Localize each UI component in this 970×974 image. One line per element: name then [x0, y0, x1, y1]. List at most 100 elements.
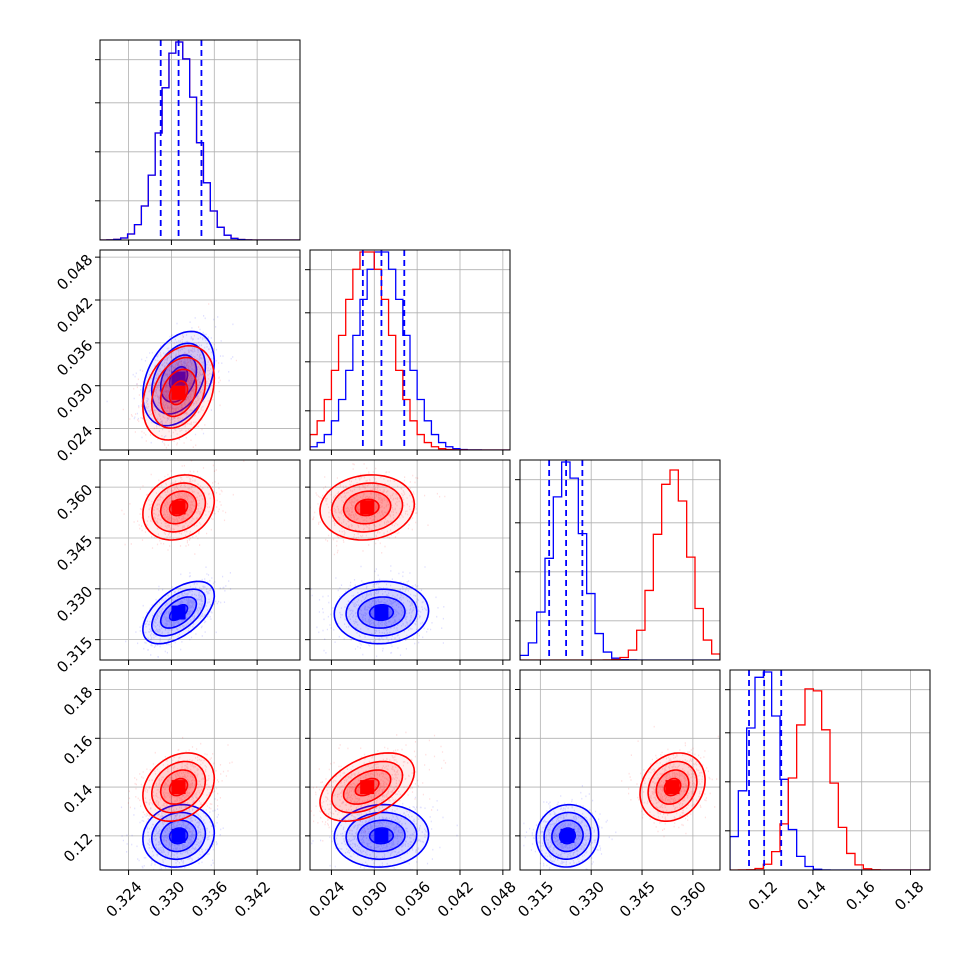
contour-series-1: [330, 482, 404, 533]
panel-frame: [99, 669, 301, 871]
y-tick-label: 0.14: [60, 781, 96, 817]
contour-series-0: [168, 827, 189, 845]
histogram-panel-1: [305, 249, 511, 455]
contour-series-0: [142, 803, 216, 868]
y-tick-label: 0.18: [60, 683, 96, 719]
y-tick-label: 0.042: [53, 294, 96, 337]
contour-series-1: [150, 356, 207, 430]
scatter-points-series-0: [310, 565, 445, 658]
x-tick-label: 0.024: [305, 878, 348, 921]
histogram-panel-2: [515, 459, 721, 665]
contour-series-0: [551, 819, 584, 853]
peak-series-0: [560, 828, 575, 843]
contour-series-0: [159, 596, 198, 629]
contour-series-1: [150, 482, 207, 533]
peak-series-0: [171, 371, 186, 386]
peak-series-0: [374, 828, 389, 843]
x-tick-label: 0.345: [616, 878, 659, 921]
histogram-series-1: [730, 688, 930, 870]
contour-series-0: [535, 803, 600, 868]
contour-series-0: [357, 596, 406, 629]
peak-series-0: [374, 605, 389, 620]
contour-series-1: [330, 760, 404, 814]
contour-series-0: [159, 354, 198, 403]
contour-series-0: [150, 811, 207, 861]
y-tick-label: 0.024: [53, 422, 96, 465]
contour-series-0: [368, 827, 394, 845]
histogram-series-0: [730, 671, 930, 870]
scatter-panel-2-0: 0.315 0.330 0.345 0.360: [53, 459, 301, 676]
panel-frame: [309, 249, 511, 451]
y-tick-label: 0.036: [53, 336, 96, 379]
x-tick-label: 0.036: [391, 878, 434, 921]
peak-series-0: [171, 828, 186, 843]
x-tick-label: 0.14: [794, 878, 830, 914]
scatter-panel-2-1: [305, 459, 511, 665]
x-tick-label: 0.18: [891, 878, 927, 914]
contour-series-1: [354, 498, 380, 517]
contour-series-1: [159, 490, 198, 525]
contour-series-1: [319, 752, 416, 823]
x-tick-label: 0.048: [477, 878, 520, 921]
contour-series-0: [151, 588, 207, 637]
y-tick-label: 0.315: [53, 633, 96, 676]
contour-series-0: [345, 588, 418, 637]
peak-series-1: [360, 780, 375, 795]
x-tick-label: 0.336: [188, 878, 231, 921]
contour-series-1: [142, 474, 216, 541]
contour-series-1: [342, 490, 392, 525]
panel-frame: [519, 669, 721, 871]
panel-frame: [309, 459, 511, 661]
x-tick-label: 0.16: [842, 878, 878, 914]
peak-series-1: [171, 500, 186, 515]
y-tick-label: 0.12: [60, 829, 96, 865]
histogram-series-1: [100, 41, 300, 240]
histogram-panel-0: [95, 39, 301, 245]
panel-frame: [519, 459, 721, 661]
contour-series-0: [357, 819, 406, 853]
contour-series-1: [142, 344, 216, 441]
contour-series-1: [319, 474, 416, 541]
y-tick-label: 0.345: [53, 532, 96, 575]
y-tick-label: 0.030: [53, 379, 96, 422]
x-tick-label: 0.330: [565, 878, 608, 921]
peak-series-1: [665, 780, 680, 795]
contour-series-0: [151, 342, 207, 415]
contour-series-0: [142, 580, 216, 645]
peak-series-1: [171, 780, 186, 795]
histogram-series-0: [100, 41, 300, 240]
x-tick-label: 0.12: [745, 878, 781, 914]
x-tick-label: 0.042: [434, 878, 477, 921]
x-tick-label: 0.330: [145, 878, 188, 921]
contour-series-0: [159, 819, 198, 853]
x-tick-label: 0.030: [348, 878, 391, 921]
contour-series-0: [543, 811, 592, 860]
contour-series-1: [655, 769, 690, 805]
panel-frame: [99, 459, 301, 661]
histogram-series-0: [520, 461, 720, 660]
panel-frame: [99, 39, 301, 241]
contour-series-0: [368, 604, 394, 622]
panel-frame: [729, 669, 931, 871]
contour-series-1: [342, 769, 392, 805]
contour-series-1: [159, 769, 198, 805]
panel-frame: [99, 249, 301, 451]
x-tick-label: 0.342: [231, 878, 274, 921]
y-tick-label: 0.048: [53, 251, 96, 294]
y-tick-label: 0.16: [60, 732, 96, 768]
histogram-series-1: [520, 469, 720, 660]
peak-series-1: [360, 500, 375, 515]
contour-series-1: [150, 760, 207, 814]
panel-frame: [309, 669, 511, 871]
scatter-panel-3-1: 0.024 0.030 0.036 0.042 0.048: [305, 669, 520, 921]
y-tick-label: 0.360: [53, 481, 96, 524]
peak-series-1: [171, 385, 186, 400]
contour-series-1: [142, 752, 216, 822]
x-tick-label: 0.324: [102, 878, 145, 921]
contour-series-1: [159, 368, 198, 418]
y-tick-label: 0.330: [53, 582, 96, 625]
scatter-panel-3-2: 0.315 0.330 0.345 0.360: [514, 669, 721, 921]
